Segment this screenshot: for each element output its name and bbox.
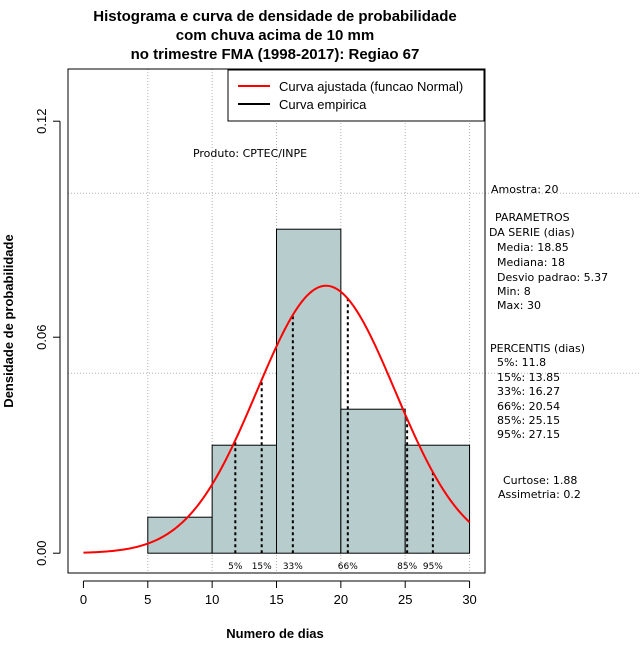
x-tick-label-6: 30 bbox=[462, 592, 476, 607]
legend-fitted-label: Curva ajustada (funcao Normal) bbox=[279, 79, 463, 94]
x-axis-title: Numero de dias bbox=[226, 626, 324, 641]
percentile-lines-layer: 5% 15% 33% 66% 85% 95% bbox=[228, 298, 443, 572]
x-tick-label-4: 20 bbox=[334, 592, 348, 607]
plot-frame bbox=[67, 68, 486, 574]
param-max: Max: 30 bbox=[497, 299, 541, 312]
percentis-header: PERCENTIS (dias) bbox=[490, 342, 585, 355]
param-mediana: Mediana: 18 bbox=[497, 256, 565, 269]
y-axis: 0.00 0.06 0.12 bbox=[34, 109, 61, 566]
percentile-label-95: 95% bbox=[423, 562, 443, 572]
x-tick-label-3: 15 bbox=[269, 592, 283, 607]
chart-title-line-1: Histograma e curva de densidade de proba… bbox=[93, 8, 456, 25]
percentil-15: 15%: 13.85 bbox=[497, 371, 560, 384]
x-axis: 0 5 10 15 20 25 30 bbox=[80, 580, 477, 607]
percentile-label-15: 15% bbox=[252, 562, 272, 572]
curve-layer bbox=[83, 284, 471, 554]
y-axis-title: Densidade de probabilidade bbox=[1, 234, 16, 407]
params-header-line-2: DA SERIE (dias) bbox=[489, 226, 575, 239]
x-tick-label-2: 10 bbox=[205, 592, 219, 607]
assimetria: Assimetria: 0.2 bbox=[498, 488, 581, 501]
percentil-5: 5%: 11.8 bbox=[497, 356, 546, 369]
percentil-85: 85%: 25.15 bbox=[497, 414, 560, 427]
side-panel: Amostra: 20 PARAMETROS DA SERIE (dias) M… bbox=[489, 183, 608, 501]
legend: Curva ajustada (funcao Normal) Curva emp… bbox=[227, 69, 485, 122]
fitted-normal-curve bbox=[83, 284, 471, 554]
percentil-33: 33%: 16.27 bbox=[497, 385, 560, 398]
histogram-bar-4 bbox=[404, 444, 471, 554]
legend-empirical-label: Curva empirica bbox=[279, 97, 367, 112]
curtose: Curtose: 1.88 bbox=[503, 474, 577, 487]
chart-title-line-2: com chuva acima de 10 mm bbox=[176, 27, 374, 44]
legend-box bbox=[227, 69, 485, 122]
percentile-label-33: 33% bbox=[283, 562, 303, 572]
x-tick-label-5: 25 bbox=[398, 592, 412, 607]
y-tick-label-2: 0.12 bbox=[34, 109, 49, 134]
y-tick-label-0: 0.00 bbox=[34, 541, 49, 566]
product-annotation: Produto: CPTEC/INPE bbox=[193, 147, 307, 160]
percentile-label-5: 5% bbox=[228, 562, 243, 572]
param-desvio: Desvio padrao: 5.37 bbox=[497, 271, 608, 284]
param-media: Media: 18.85 bbox=[497, 241, 569, 254]
percentil-66: 66%: 20.54 bbox=[497, 400, 560, 413]
x-tick-label-1: 5 bbox=[144, 592, 151, 607]
percentil-95: 95%: 27.15 bbox=[497, 428, 560, 441]
histogram-bar-2 bbox=[276, 228, 342, 554]
histogram-bar-0 bbox=[147, 516, 213, 554]
chart-title-line-3: no trimestre FMA (1998-2017): Regiao 67 bbox=[131, 46, 420, 63]
params-header-line-1: PARAMETROS bbox=[495, 211, 570, 224]
percentile-label-66: 66% bbox=[338, 562, 358, 572]
param-min: Min: 8 bbox=[497, 285, 531, 298]
histogram-bar-3 bbox=[340, 408, 406, 554]
grid-layer bbox=[68, 69, 640, 573]
percentile-label-85: 85% bbox=[397, 562, 417, 572]
y-tick-label-1: 0.06 bbox=[34, 325, 49, 350]
sample-size: Amostra: 20 bbox=[491, 183, 558, 196]
x-tick-label-0: 0 bbox=[80, 592, 87, 607]
histogram-bar-1 bbox=[211, 444, 277, 554]
bars-layer bbox=[147, 228, 471, 554]
